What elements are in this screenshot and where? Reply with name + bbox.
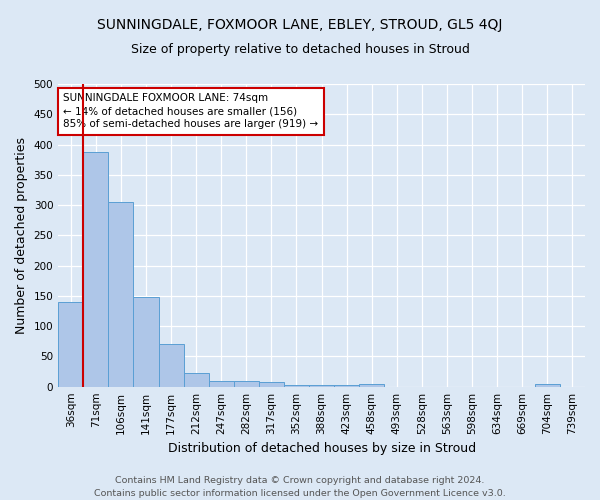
Bar	[209, 380, 234, 386]
Bar	[535, 384, 560, 386]
Bar	[234, 381, 259, 386]
Text: Size of property relative to detached houses in Stroud: Size of property relative to detached ho…	[131, 42, 469, 56]
Bar	[184, 373, 209, 386]
Bar	[259, 382, 284, 386]
Bar	[133, 297, 158, 386]
Text: SUNNINGDALE FOXMOOR LANE: 74sqm
← 14% of detached houses are smaller (156)
85% o: SUNNINGDALE FOXMOOR LANE: 74sqm ← 14% of…	[64, 93, 319, 130]
Bar	[334, 385, 359, 386]
Text: Contains HM Land Registry data © Crown copyright and database right 2024.
Contai: Contains HM Land Registry data © Crown c…	[94, 476, 506, 498]
Y-axis label: Number of detached properties: Number of detached properties	[15, 137, 28, 334]
Bar	[158, 344, 184, 387]
Bar	[359, 384, 385, 386]
Bar	[58, 302, 83, 386]
Bar	[284, 385, 309, 386]
X-axis label: Distribution of detached houses by size in Stroud: Distribution of detached houses by size …	[167, 442, 476, 455]
Bar	[109, 202, 133, 386]
Text: SUNNINGDALE, FOXMOOR LANE, EBLEY, STROUD, GL5 4QJ: SUNNINGDALE, FOXMOOR LANE, EBLEY, STROUD…	[97, 18, 503, 32]
Bar	[309, 385, 334, 386]
Bar	[83, 152, 109, 386]
